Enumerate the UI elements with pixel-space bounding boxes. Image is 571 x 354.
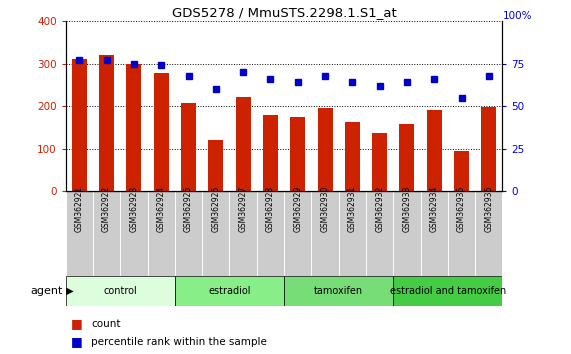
Bar bbox=[393, 191, 421, 276]
Text: GSM362925: GSM362925 bbox=[184, 186, 193, 232]
Text: tamoxifen: tamoxifen bbox=[314, 286, 363, 296]
Bar bbox=[290, 117, 305, 191]
Text: ▶: ▶ bbox=[63, 286, 74, 296]
Bar bbox=[126, 64, 142, 191]
Bar bbox=[257, 191, 284, 276]
Bar bbox=[99, 55, 114, 191]
Bar bbox=[147, 191, 175, 276]
Bar bbox=[181, 103, 196, 191]
Text: ■: ■ bbox=[71, 318, 83, 330]
Text: GSM362935: GSM362935 bbox=[457, 185, 466, 232]
Bar bbox=[366, 191, 393, 276]
Text: GSM362923: GSM362923 bbox=[130, 186, 138, 232]
Text: GSM362931: GSM362931 bbox=[348, 186, 357, 232]
Bar bbox=[284, 276, 393, 306]
Bar bbox=[284, 191, 311, 276]
Bar bbox=[448, 191, 475, 276]
Text: ■: ■ bbox=[71, 335, 83, 348]
Bar bbox=[175, 191, 202, 276]
Bar bbox=[93, 191, 120, 276]
Bar bbox=[475, 191, 502, 276]
Text: percentile rank within the sample: percentile rank within the sample bbox=[91, 337, 267, 347]
Text: GSM362927: GSM362927 bbox=[239, 186, 248, 232]
Text: GSM362929: GSM362929 bbox=[293, 186, 302, 232]
Bar bbox=[230, 191, 257, 276]
Text: GSM362934: GSM362934 bbox=[430, 185, 439, 232]
Bar bbox=[154, 73, 168, 191]
Bar bbox=[427, 110, 442, 191]
Bar bbox=[208, 140, 223, 191]
Text: GSM362926: GSM362926 bbox=[211, 186, 220, 232]
Text: estradiol and tamoxifen: estradiol and tamoxifen bbox=[390, 286, 506, 296]
Text: GSM362924: GSM362924 bbox=[156, 186, 166, 232]
Bar bbox=[311, 191, 339, 276]
Bar bbox=[454, 151, 469, 191]
Bar bbox=[66, 276, 175, 306]
Bar bbox=[175, 276, 284, 306]
Bar bbox=[66, 191, 93, 276]
Bar bbox=[393, 276, 502, 306]
Bar bbox=[72, 59, 87, 191]
Bar bbox=[345, 122, 360, 191]
Text: agent: agent bbox=[30, 286, 63, 296]
Bar bbox=[481, 107, 496, 191]
Text: GSM362921: GSM362921 bbox=[75, 186, 84, 232]
Text: control: control bbox=[103, 286, 137, 296]
Bar bbox=[263, 115, 278, 191]
Bar bbox=[421, 191, 448, 276]
Text: GSM362936: GSM362936 bbox=[484, 185, 493, 232]
Bar bbox=[339, 191, 366, 276]
Text: 100%: 100% bbox=[502, 11, 532, 21]
Bar bbox=[236, 97, 251, 191]
Text: GSM362928: GSM362928 bbox=[266, 186, 275, 232]
Bar bbox=[202, 191, 230, 276]
Bar bbox=[372, 132, 387, 191]
Text: GSM362930: GSM362930 bbox=[320, 185, 329, 232]
Text: estradiol: estradiol bbox=[208, 286, 251, 296]
Text: count: count bbox=[91, 319, 121, 329]
Text: GSM362922: GSM362922 bbox=[102, 186, 111, 232]
Bar bbox=[120, 191, 147, 276]
Text: GSM362932: GSM362932 bbox=[375, 186, 384, 232]
Bar bbox=[317, 108, 332, 191]
Bar bbox=[400, 124, 415, 191]
Text: GSM362933: GSM362933 bbox=[403, 185, 412, 232]
Title: GDS5278 / MmuSTS.2298.1.S1_at: GDS5278 / MmuSTS.2298.1.S1_at bbox=[172, 6, 396, 19]
